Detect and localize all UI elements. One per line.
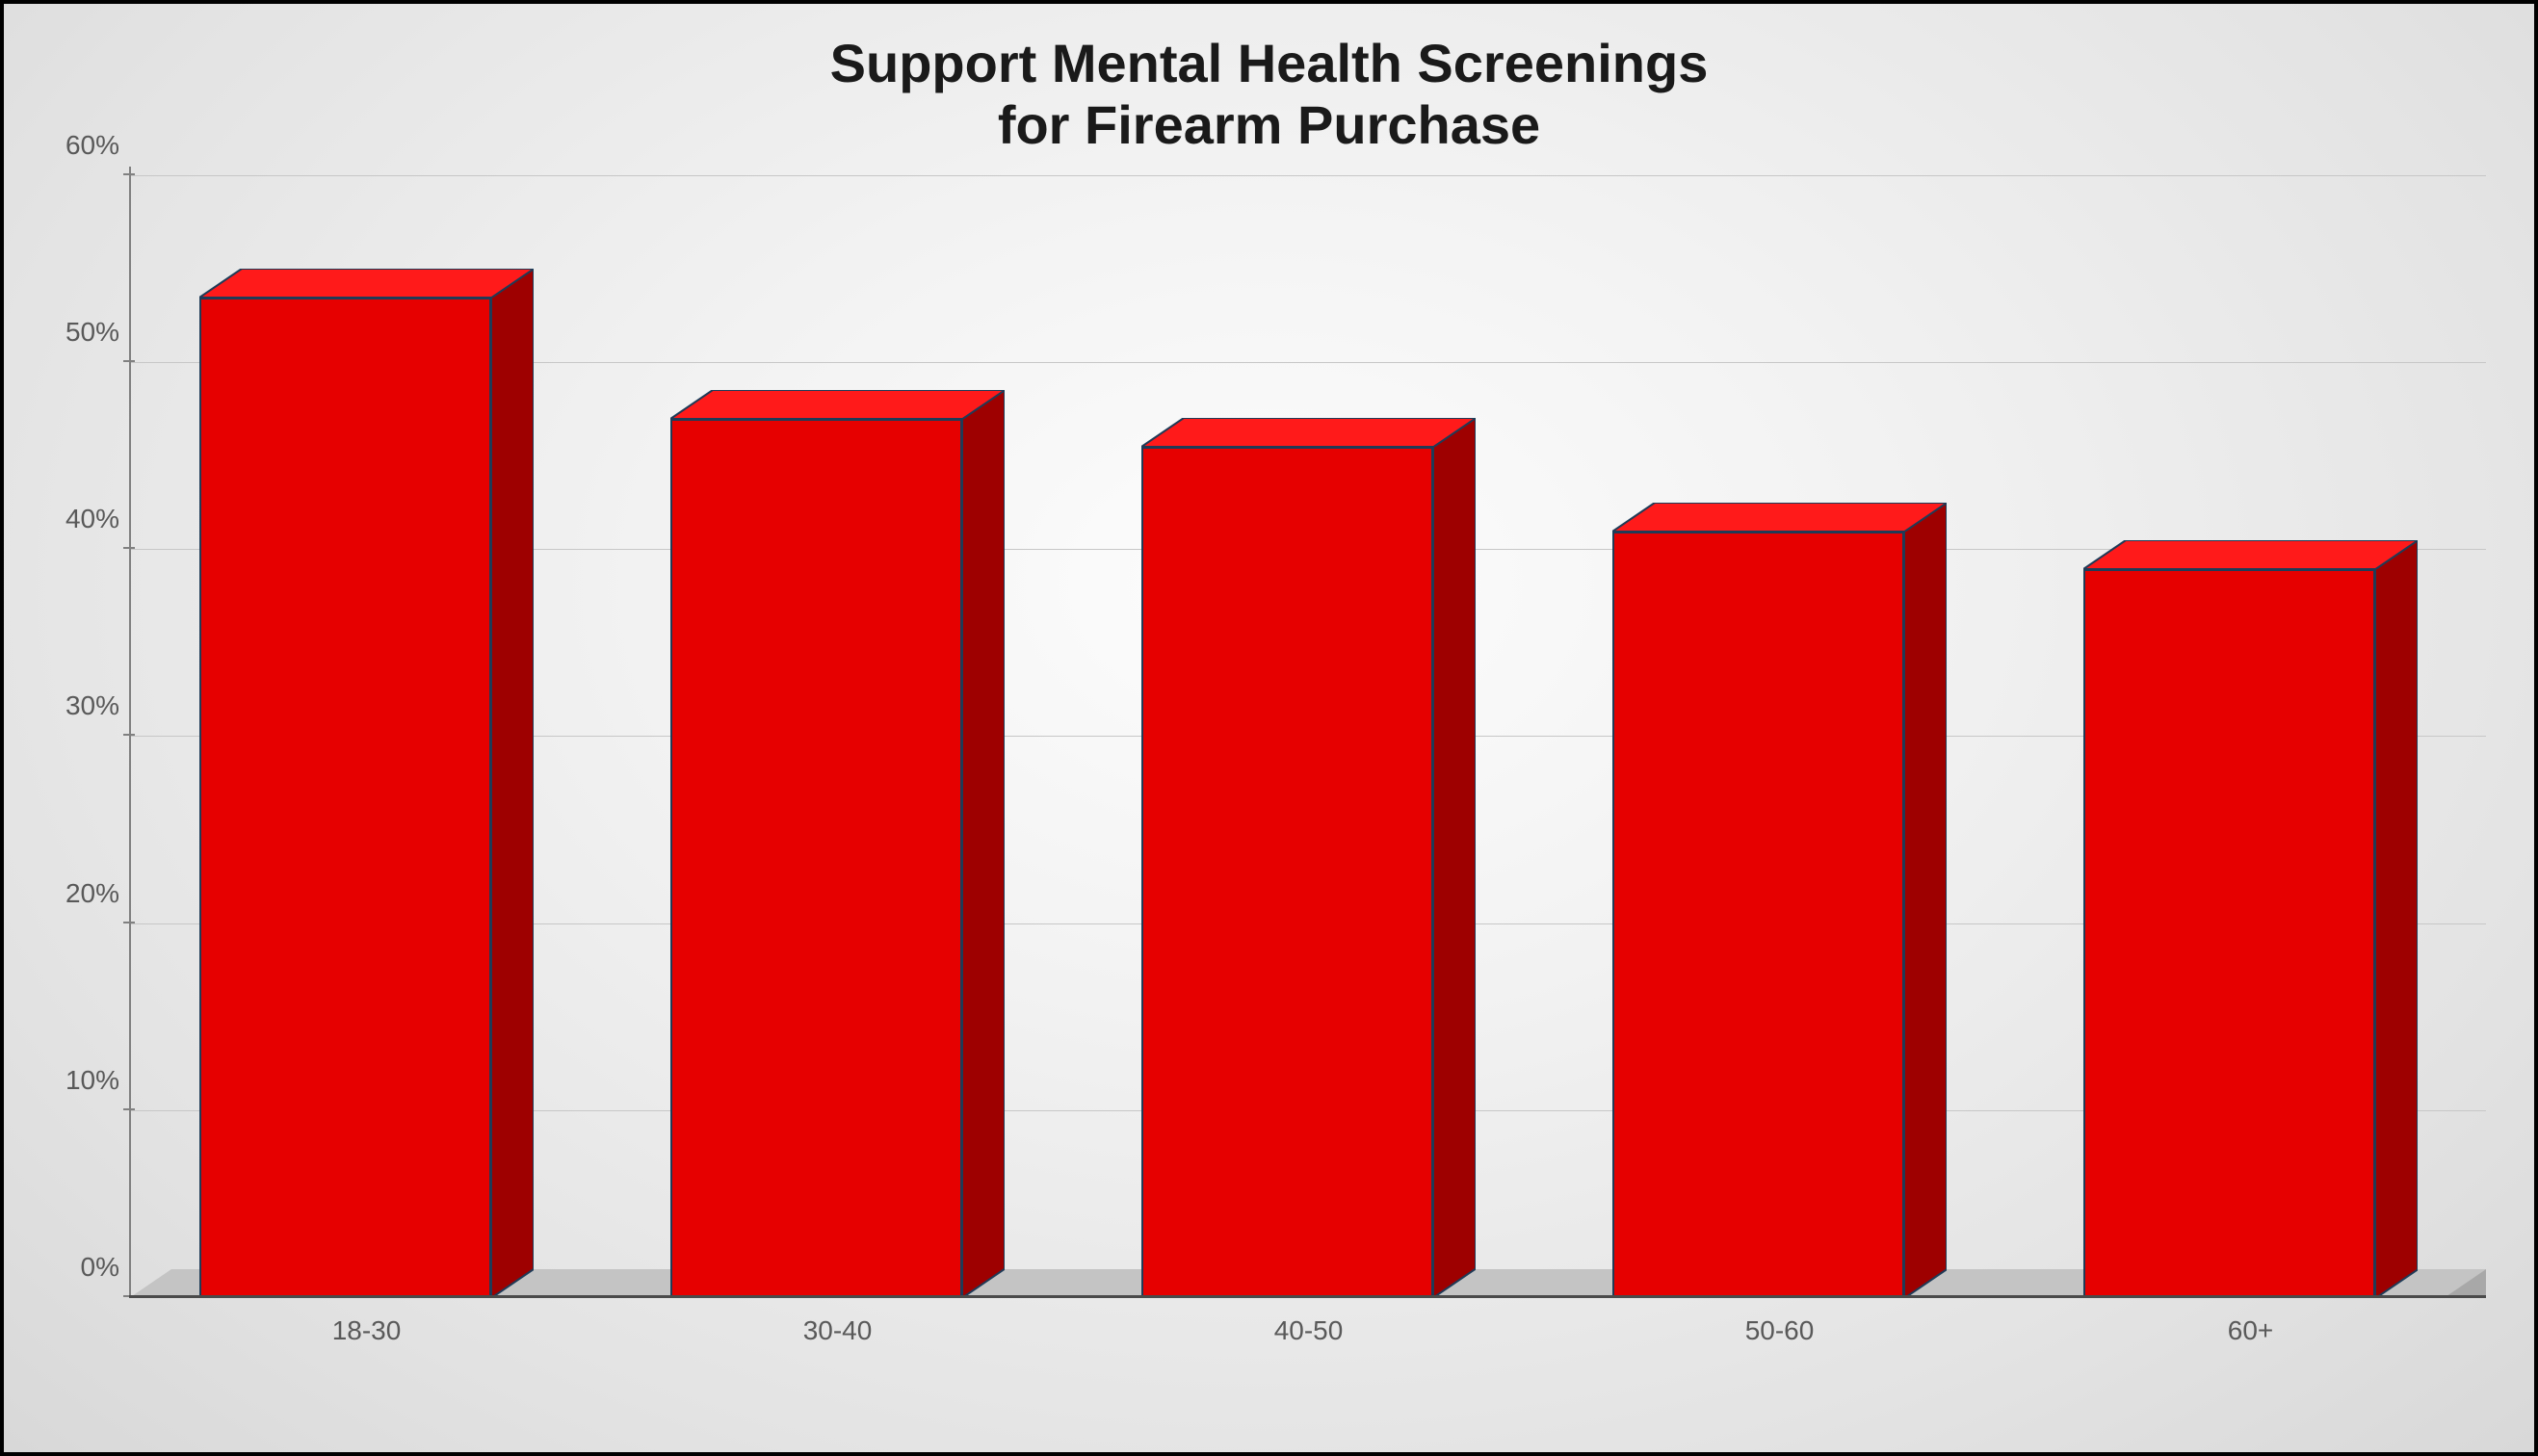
bar-slot: [1073, 167, 1544, 1298]
bar-side: [1904, 503, 1947, 1298]
x-axis-baseline: [129, 1295, 2486, 1298]
bar-top: [1141, 418, 1476, 447]
bar-slot: [131, 167, 602, 1298]
y-tick-label: 40%: [65, 504, 119, 534]
chart-frame: Support Mental Health Screenings for Fir…: [0, 0, 2538, 1456]
chart-title-line2: for Firearm Purchase: [830, 94, 1709, 156]
bar-front: [2083, 569, 2375, 1298]
bar: [670, 419, 962, 1298]
bar: [1612, 532, 1904, 1298]
y-tick-label: 20%: [65, 878, 119, 909]
bar-slot: [1544, 167, 2015, 1298]
bar-top: [199, 269, 534, 298]
x-axis-labels: 18-3030-4040-5050-6060+: [131, 1315, 2486, 1346]
y-tick-label: 50%: [65, 317, 119, 348]
bar-side: [491, 269, 534, 1298]
bar-side: [2375, 540, 2418, 1298]
bar-slot: [602, 167, 1073, 1298]
x-tick-label: 18-30: [131, 1315, 602, 1346]
bar: [199, 298, 491, 1298]
chart-title-line1: Support Mental Health Screenings: [830, 33, 1709, 94]
y-tick-label: 10%: [65, 1065, 119, 1096]
bar-top: [1612, 503, 1947, 532]
bar-top: [670, 390, 1005, 419]
bars-row: [131, 167, 2486, 1298]
x-tick-label: 30-40: [602, 1315, 1073, 1346]
bar-front: [1141, 447, 1433, 1298]
x-tick-label: 40-50: [1073, 1315, 1544, 1346]
bar-top: [2083, 540, 2418, 569]
bar: [1141, 447, 1433, 1298]
plot-area: 18-3030-4040-5050-6060+: [129, 167, 2486, 1298]
bar-front: [1612, 532, 1904, 1298]
bar-side: [1433, 418, 1476, 1298]
chart-title: Support Mental Health Screenings for Fir…: [830, 33, 1709, 157]
x-tick-label: 50-60: [1544, 1315, 2015, 1346]
plot-wrap: 0%10%20%30%40%50%60% 18-3030-4040-5050-6…: [52, 167, 2486, 1414]
bar-slot: [2015, 167, 2486, 1298]
bar: [2083, 569, 2375, 1298]
bar-side: [962, 390, 1005, 1298]
bar-front: [670, 419, 962, 1298]
y-tick-label: 30%: [65, 690, 119, 721]
y-axis: 0%10%20%30%40%50%60%: [52, 167, 129, 1298]
x-tick-label: 60+: [2015, 1315, 2486, 1346]
y-tick-label: 0%: [81, 1252, 119, 1283]
bar-front: [199, 298, 491, 1298]
y-tick-label: 60%: [65, 130, 119, 161]
